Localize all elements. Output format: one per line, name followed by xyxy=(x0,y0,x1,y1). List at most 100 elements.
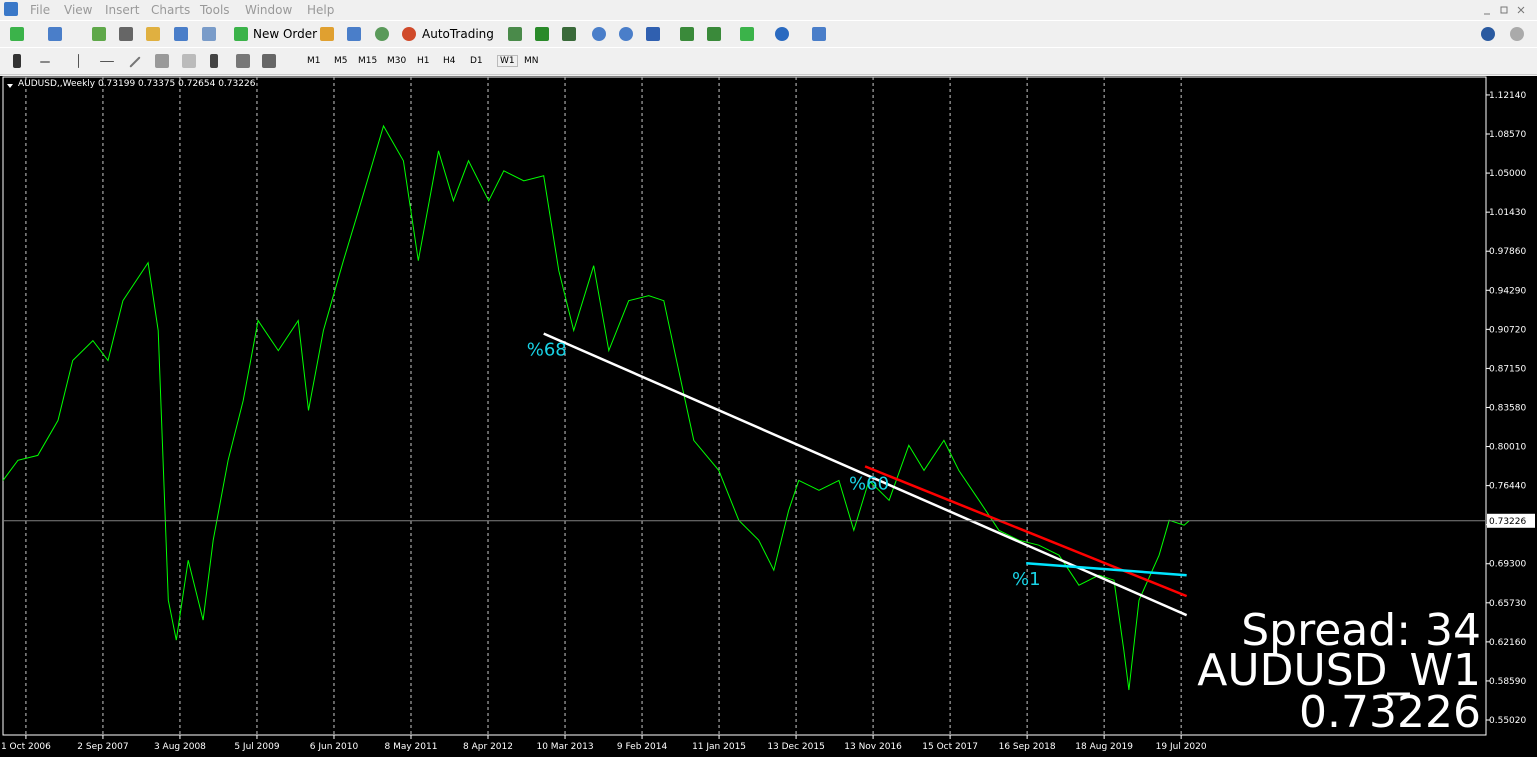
x-tick-label: 19 Jul 2020 xyxy=(1156,742,1207,752)
y-tick-label: 1.05000 xyxy=(1489,169,1526,179)
y-tick-label: 0.90720 xyxy=(1489,325,1526,335)
x-tick-label: 9 Feb 2014 xyxy=(617,742,668,752)
hline-btn[interactable] xyxy=(100,61,114,62)
channel-btn[interactable] xyxy=(155,54,169,68)
new-order-icon[interactable] xyxy=(234,27,248,41)
y-tick-label: 0.55020 xyxy=(1489,716,1526,726)
y-tick-label: 0.69300 xyxy=(1489,560,1526,570)
x-tick-label: 18 Aug 2019 xyxy=(1075,742,1133,752)
tester-btn[interactable] xyxy=(202,27,216,41)
profiles-btn[interactable] xyxy=(48,27,62,41)
timeframe-btn[interactable]: W1 xyxy=(497,55,518,67)
navigator-btn[interactable] xyxy=(146,27,160,41)
window-controls[interactable] xyxy=(1481,4,1531,16)
x-tick-label: 8 May 2011 xyxy=(385,742,438,752)
symbol-label: AUDUSD_W1 xyxy=(1197,645,1481,696)
price-line xyxy=(2,124,1190,691)
terminal-btn[interactable] xyxy=(174,27,188,41)
annotation: %60 xyxy=(849,473,889,494)
x-tick-label: 13 Nov 2016 xyxy=(844,742,902,752)
new-order-btn[interactable]: New Order xyxy=(253,27,318,41)
y-tick-label: 1.01430 xyxy=(1489,208,1526,218)
y-tick-label: 0.83580 xyxy=(1489,403,1526,413)
x-tick-label: 1 Oct 2006 xyxy=(1,742,51,752)
y-tick-label: 0.94290 xyxy=(1489,286,1526,296)
signals-btn[interactable] xyxy=(347,27,361,41)
indicators-btn[interactable] xyxy=(740,27,754,41)
autoscroll-btn[interactable] xyxy=(680,27,694,41)
text-btn[interactable] xyxy=(210,54,218,68)
menu-item[interactable]: Help xyxy=(307,3,335,17)
autotrading-btn[interactable]: AutoTrading xyxy=(422,27,494,41)
chart: AUDUSD,,Weekly 0.73199 0.73375 0.72654 0… xyxy=(0,76,1537,757)
chat-btn[interactable] xyxy=(1510,27,1524,41)
menu-item[interactable]: Tools xyxy=(200,3,230,17)
spread-label: Spread: 34 xyxy=(1241,605,1481,656)
data-window-btn[interactable] xyxy=(119,27,133,41)
vline-btn[interactable] xyxy=(78,54,79,68)
arrows-btn[interactable] xyxy=(262,54,276,68)
tile-btn[interactable] xyxy=(646,27,660,41)
annotation: %68 xyxy=(527,340,567,361)
templates-btn[interactable] xyxy=(812,27,826,41)
new-chart-btn[interactable] xyxy=(10,27,24,41)
metaeditor-btn[interactable] xyxy=(320,27,334,41)
y-tick-label: 0.65730 xyxy=(1489,599,1526,609)
trendline xyxy=(864,465,1188,598)
y-tick-label: 0.97860 xyxy=(1489,247,1526,257)
y-tick-label: 0.87150 xyxy=(1489,364,1526,374)
app-icon xyxy=(4,2,18,16)
y-tick-label: 0.76440 xyxy=(1489,482,1526,492)
timeframe-btn[interactable]: M15 xyxy=(358,56,378,66)
timeframe-btn[interactable]: MN xyxy=(524,56,539,66)
menu-item[interactable]: View xyxy=(64,3,93,17)
toolbar: New Order AutoTrading xyxy=(0,20,1537,48)
y-tick-label: 1.12140 xyxy=(1489,91,1526,101)
menu-bar: File View Insert Charts Tools Window Hel… xyxy=(0,0,1537,20)
y-tick-label: 0.62160 xyxy=(1489,638,1526,648)
timeframe-btn[interactable]: M1 xyxy=(307,56,321,66)
market-btn[interactable] xyxy=(375,27,389,41)
menu-item[interactable]: File xyxy=(30,3,51,17)
cursor-btn[interactable] xyxy=(13,54,21,68)
timeframe-btn[interactable]: H4 xyxy=(443,56,456,66)
label-btn[interactable] xyxy=(236,54,250,68)
search-btn[interactable] xyxy=(1481,27,1495,41)
x-tick-label: 5 Jul 2009 xyxy=(234,742,279,752)
shift-btn[interactable] xyxy=(707,27,721,41)
x-tick-label: 15 Oct 2017 xyxy=(922,742,978,752)
line-chart-btn[interactable] xyxy=(562,27,576,41)
chart-title: AUDUSD,,Weekly 0.73199 0.73375 0.72654 0… xyxy=(18,79,256,89)
x-tick-label: 11 Jan 2015 xyxy=(692,742,746,752)
menu-item[interactable]: Window xyxy=(245,3,293,17)
periods-btn[interactable] xyxy=(775,27,789,41)
candle-btn[interactable] xyxy=(535,27,549,41)
fibo-btn[interactable] xyxy=(182,54,196,68)
menu-item[interactable]: Insert xyxy=(105,3,140,17)
autotrading-icon[interactable] xyxy=(402,27,416,41)
timeframe-btn[interactable]: D1 xyxy=(470,56,483,66)
x-tick-label: 13 Dec 2015 xyxy=(767,742,825,752)
price-label: 0.73226 xyxy=(1299,687,1481,738)
trendline-btn[interactable] xyxy=(129,56,141,68)
x-tick-label: 16 Sep 2018 xyxy=(999,742,1056,752)
x-tick-label: 6 Jun 2010 xyxy=(310,742,359,752)
toolbar: M1 M5 M15 M30 H1 H4 D1 W1 MN xyxy=(0,47,1537,75)
zoom-in-btn[interactable] xyxy=(592,27,606,41)
market-watch-btn[interactable] xyxy=(92,27,106,41)
x-tick-label: 2 Sep 2007 xyxy=(77,742,128,752)
timeframe-btn[interactable]: H1 xyxy=(417,56,430,66)
collapse-arrow xyxy=(7,84,13,88)
timeframe-btn[interactable]: M30 xyxy=(387,56,407,66)
zoom-out-btn[interactable] xyxy=(619,27,633,41)
timeframe-btn[interactable]: M5 xyxy=(334,56,348,66)
crosshair-btn[interactable] xyxy=(40,61,50,63)
x-tick-label: 3 Aug 2008 xyxy=(154,742,206,752)
last-price-box xyxy=(1487,513,1535,528)
x-tick-label: 8 Apr 2012 xyxy=(463,742,513,752)
last-price-text: 0.73226 xyxy=(1489,517,1526,527)
plot-frame xyxy=(2,76,1487,736)
menu-item[interactable]: Charts xyxy=(151,3,191,17)
bar-chart-btn[interactable] xyxy=(508,27,522,41)
